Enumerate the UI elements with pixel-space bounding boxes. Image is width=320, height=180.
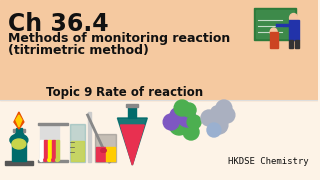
Bar	[56, 140, 59, 160]
Ellipse shape	[207, 123, 221, 137]
Polygon shape	[117, 118, 147, 165]
Text: HKDSE Chemistry: HKDSE Chemistry	[228, 158, 309, 166]
Bar	[52, 140, 55, 160]
Ellipse shape	[12, 139, 26, 149]
Ellipse shape	[210, 116, 228, 134]
Text: (titrimetric method): (titrimetric method)	[8, 44, 149, 57]
Ellipse shape	[219, 107, 235, 123]
Ellipse shape	[170, 108, 184, 122]
Bar	[289, 40, 292, 48]
Ellipse shape	[10, 134, 28, 146]
Ellipse shape	[163, 114, 179, 130]
Bar	[270, 32, 278, 48]
Bar	[56, 124, 59, 160]
Bar	[44, 140, 47, 160]
Text: Methods of monitoring reaction: Methods of monitoring reaction	[8, 32, 230, 45]
Ellipse shape	[178, 109, 196, 127]
Bar	[38, 123, 68, 125]
Bar	[44, 124, 47, 160]
Bar	[256, 10, 293, 38]
Bar	[96, 147, 106, 161]
Ellipse shape	[211, 106, 223, 118]
Bar	[70, 124, 84, 162]
Polygon shape	[14, 112, 24, 129]
Bar	[38, 160, 68, 162]
Bar	[289, 20, 299, 40]
Bar	[88, 112, 91, 162]
Ellipse shape	[48, 159, 51, 161]
Bar	[107, 147, 116, 161]
Ellipse shape	[56, 159, 59, 161]
Ellipse shape	[169, 115, 189, 135]
Bar	[48, 140, 51, 160]
Ellipse shape	[44, 159, 47, 161]
Bar	[40, 124, 43, 160]
Bar	[94, 134, 116, 162]
Text: Topic 9: Topic 9	[46, 86, 93, 98]
Polygon shape	[120, 125, 144, 165]
Bar	[254, 8, 296, 40]
Bar	[71, 141, 84, 161]
Bar	[126, 104, 138, 107]
Bar	[15, 131, 23, 139]
Ellipse shape	[290, 14, 298, 22]
Text: Ch 36.4: Ch 36.4	[8, 12, 108, 36]
Bar	[70, 124, 84, 162]
Bar	[128, 106, 136, 118]
Bar	[48, 124, 51, 160]
Ellipse shape	[183, 124, 199, 140]
Ellipse shape	[174, 100, 190, 116]
Bar	[16, 128, 22, 136]
Bar	[294, 40, 299, 48]
Bar	[52, 124, 55, 160]
Ellipse shape	[187, 115, 201, 129]
Ellipse shape	[182, 103, 196, 117]
Ellipse shape	[52, 159, 55, 161]
Bar	[0, 0, 318, 100]
Ellipse shape	[270, 28, 277, 36]
Polygon shape	[16, 115, 22, 127]
Ellipse shape	[201, 110, 217, 126]
Ellipse shape	[216, 100, 232, 116]
Text: Rate of reaction: Rate of reaction	[96, 86, 203, 98]
Bar	[12, 139, 26, 161]
Ellipse shape	[40, 159, 43, 161]
Bar	[5, 161, 33, 165]
Bar	[40, 140, 43, 160]
Bar	[13, 129, 25, 132]
